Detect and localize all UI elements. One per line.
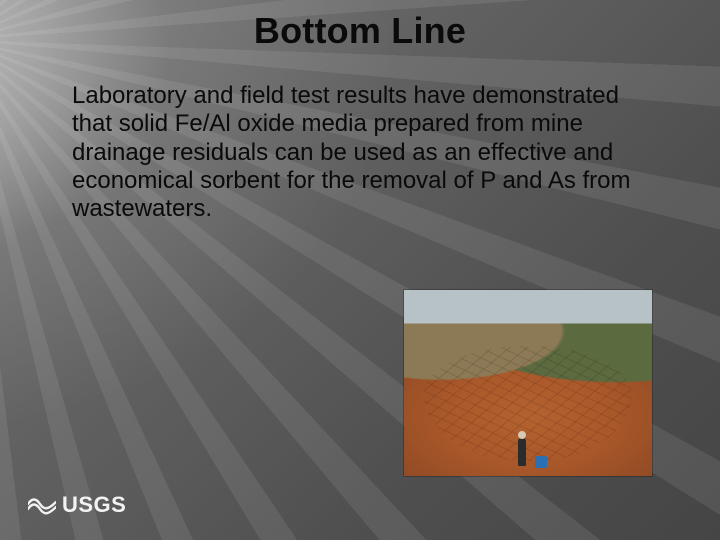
slide-body-text: Laboratory and field test results have d… <box>72 82 632 224</box>
usgs-logo-text: USGS <box>62 492 126 518</box>
bucket-figure <box>535 456 547 468</box>
basin-photo <box>404 290 652 476</box>
usgs-wave-icon <box>28 495 56 515</box>
person-figure <box>518 438 526 466</box>
usgs-logo: USGS <box>28 492 126 518</box>
slide-title: Bottom Line <box>0 10 720 52</box>
